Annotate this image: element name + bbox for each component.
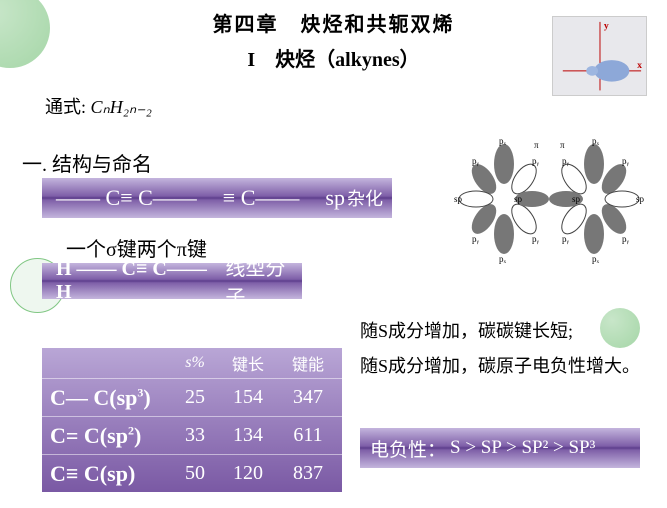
linear-label: 线型分子	[225, 252, 302, 310]
svg-text:pᵧ: pᵧ	[622, 234, 630, 245]
svg-text:pᵧ: pᵧ	[622, 156, 630, 167]
row-s: 50	[172, 462, 218, 485]
svg-text:pₓ: pₓ	[592, 254, 600, 264]
row-ene: 611	[278, 424, 338, 447]
svg-text:pₓ: pₓ	[499, 136, 507, 146]
row-ene: 347	[278, 386, 338, 409]
electroneg-label: 电负性：	[370, 435, 446, 462]
svg-text:pₓ: pₓ	[592, 136, 600, 146]
svg-text:sp: sp	[454, 194, 463, 204]
heading-structure-naming: 一. 结构与命名	[22, 148, 152, 177]
electroneg-relation: S > SP > SP² > SP³	[450, 437, 595, 459]
row-formula: C≡ C(sp)	[42, 461, 172, 487]
fragment-2: ≡ C——	[223, 185, 300, 211]
col-bond-energy: 键能	[278, 351, 338, 375]
formula-value: CₙH₂ₙ₋₂	[91, 97, 152, 117]
svg-text:π: π	[534, 140, 539, 150]
sp-hybrid-bar: —— C≡ C—— ≡ C—— sp 杂化	[42, 178, 392, 218]
table-row: C≡ C(sp) 50 120 837	[42, 454, 342, 492]
orbital-diagram: pₓ pₓ pᵧ pᵧ pᵧ pᵧ sp sp sp sp pₓ pₓ π π pᵧ pᵧ pᵧ…	[444, 134, 649, 264]
svg-text:pᵧ: pᵧ	[562, 156, 570, 167]
formula-label: 通式:	[45, 97, 86, 117]
svg-text:sp: sp	[636, 194, 645, 204]
table-header: . s% 键长 键能	[42, 348, 342, 378]
hcch-formula: H —— C≡ C——H	[56, 258, 215, 304]
col-s-percent: s%	[172, 354, 218, 372]
svg-text:sp: sp	[572, 194, 581, 204]
row-len: 120	[218, 462, 278, 485]
svg-text:pᵧ: pᵧ	[472, 234, 480, 245]
axes-diagram: x y	[552, 16, 647, 96]
table-row: C— C(sp3) 25 154 347	[42, 378, 342, 416]
svg-text:π: π	[560, 140, 565, 150]
fragment-1: —— C≡ C——	[56, 185, 197, 211]
bond-table: . s% 键长 键能 C— C(sp3) 25 154 347 C= C(sp2…	[42, 348, 342, 492]
col-bond-length: 键长	[218, 351, 278, 375]
row-formula: C= C(sp2)	[42, 423, 172, 449]
general-formula: 通式: CₙH₂ₙ₋₂	[45, 93, 152, 119]
electronegativity-bar: 电负性： S > SP > SP² > SP³	[360, 428, 640, 468]
svg-text:x: x	[637, 60, 642, 71]
para-electronegativity: 随S成分增加，碳原子电负性增大。	[360, 353, 660, 380]
sp-label: sp	[325, 185, 345, 211]
row-formula: C— C(sp3)	[42, 385, 172, 411]
row-ene: 837	[278, 462, 338, 485]
linear-molecule-bar: H —— C≡ C——H 线型分子	[42, 263, 302, 299]
svg-text:pᵧ: pᵧ	[532, 156, 540, 167]
para-bond-length: 随S成分增加，碳碳键长短;	[360, 318, 650, 345]
row-s: 33	[172, 424, 218, 447]
svg-text:pᵧ: pᵧ	[562, 234, 570, 245]
table-row: C= C(sp2) 33 134 611	[42, 416, 342, 454]
svg-text:pₓ: pₓ	[499, 254, 507, 264]
svg-text:y: y	[604, 21, 609, 32]
row-len: 134	[218, 424, 278, 447]
hybrid-label: 杂化	[347, 185, 383, 211]
row-s: 25	[172, 386, 218, 409]
svg-text:pᵧ: pᵧ	[532, 234, 540, 245]
svg-text:pᵧ: pᵧ	[472, 156, 480, 167]
row-len: 154	[218, 386, 278, 409]
svg-text:sp: sp	[514, 194, 523, 204]
